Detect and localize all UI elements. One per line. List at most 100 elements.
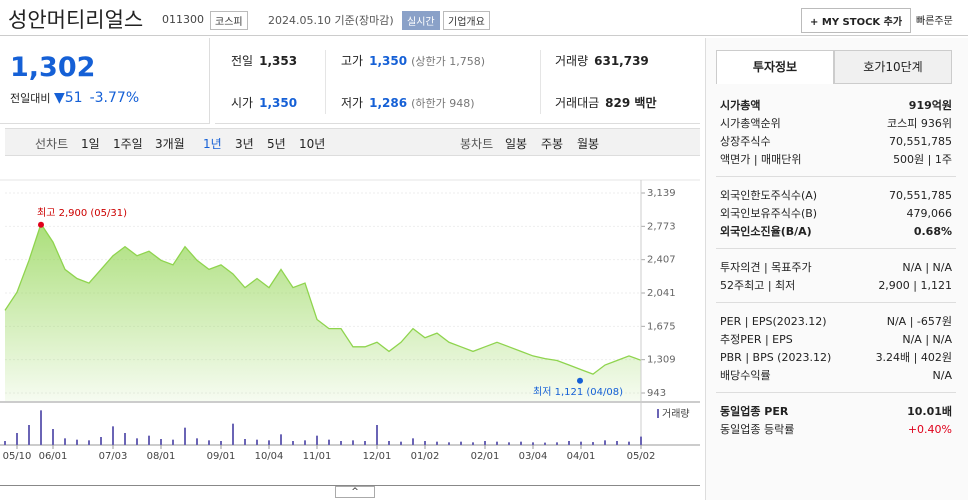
info-value: 10.01배 — [907, 405, 952, 418]
volume-bar — [196, 438, 198, 445]
info-value: 70,551,785 — [889, 134, 952, 148]
candle-button[interactable]: 일봉 — [505, 137, 528, 151]
volume-bar — [412, 438, 414, 445]
header: 성안머티리얼스 011300 코스피 2024.05.10 기준(장마감) 실시… — [0, 0, 968, 36]
info-value: +0.40% — [907, 422, 952, 436]
volume-bar — [172, 439, 174, 445]
tab[interactable]: 호가10단계 — [834, 50, 952, 84]
change: 전일대비 ▼51 -3.77% — [10, 90, 139, 106]
volume-bar — [460, 441, 462, 445]
summary-item: 전일 1,353 — [231, 52, 297, 69]
group-divider — [716, 392, 956, 393]
volume-bar — [556, 442, 558, 445]
x-tick-label: 06/01 — [39, 451, 68, 462]
period-button[interactable]: 1일 — [81, 137, 100, 151]
summary-item: 시가 1,350 — [231, 94, 297, 111]
info-label: 외국인보유주식수(B) — [720, 207, 818, 220]
info-row: 외국인소진율(B/A) 0.68% — [720, 222, 952, 240]
info-group: 시가총액 919억원 시가총액순위 코스피 936위 상장주식수 70,551,785 액면… — [720, 96, 952, 168]
y-tick-label: 2,041 — [647, 288, 676, 299]
volume-bar — [316, 435, 318, 445]
stock-name: 성안머티리얼스 — [8, 8, 144, 32]
max-label: 최고 2,900 (05/31) — [37, 207, 127, 219]
info-label: 추정PER | EPS — [720, 333, 793, 346]
period-button[interactable]: 1년 — [203, 137, 222, 151]
summary-item: 거래대금 829 백만 — [555, 94, 656, 111]
info-value: 479,066 — [906, 206, 953, 220]
volume-bar — [532, 442, 534, 445]
period-button[interactable]: 10년 — [299, 137, 326, 151]
info-value: N/A | N/A — [902, 332, 952, 346]
volume-bar — [184, 427, 186, 445]
candle-button[interactable]: 월봉 — [577, 137, 600, 151]
change-rate: -3.77% — [89, 90, 140, 106]
realtime-tag[interactable]: 실시간 — [402, 11, 440, 30]
quick-order[interactable]: 빠른주문 — [916, 16, 953, 27]
volume-bar — [160, 439, 162, 445]
volume-bar — [328, 439, 330, 445]
x-tick-label: 10/04 — [255, 451, 284, 462]
volume-legend-mark — [657, 409, 659, 418]
chart: 3,139 2,773 2,407 2,041 1,675 1,309 943 최고 2,90… — [0, 179, 700, 486]
volume-bar — [592, 442, 594, 445]
summary-item: 고가 1,350 (상한가 1,758) — [341, 52, 485, 69]
info-group: 동일업종 PER 10.01배 동일업종 등락률 +0.40% — [720, 402, 952, 438]
volume-bar — [568, 441, 570, 445]
volume-bar — [112, 426, 114, 445]
summary-label: 고가 — [341, 54, 364, 68]
volume-bar — [364, 441, 366, 445]
volume-bar — [616, 441, 618, 445]
info-label: 시가총액 — [720, 99, 761, 112]
volume-bar — [268, 440, 270, 445]
market-tag: 코스피 — [210, 11, 248, 30]
volume-bar — [436, 441, 438, 445]
y-tick-label: 1,675 — [647, 321, 676, 332]
volume-bar — [244, 439, 246, 445]
summary-value: 1,350 — [259, 96, 298, 110]
volume-bar — [424, 441, 426, 445]
info-value: N/A — [932, 368, 952, 382]
info-group: PER | EPS(2023.12) N/A | -657원 추정PER | EPS… — [720, 312, 952, 384]
volume-bar — [4, 441, 6, 445]
period-button[interactable]: 3개월 — [155, 137, 185, 151]
volume-bar — [496, 441, 498, 445]
volume-bar — [232, 423, 234, 445]
volume-bar — [148, 435, 150, 445]
summary-label: 저가 — [341, 96, 364, 110]
x-tick-label: 11/01 — [303, 451, 332, 462]
summary-value: 1,350 — [369, 54, 408, 68]
info-value: 919억원 — [908, 99, 952, 112]
volume-bar — [64, 438, 66, 445]
candle-button[interactable]: 주봉 — [541, 137, 564, 151]
summary-value: 829 백만 — [605, 96, 657, 110]
volume-bar — [304, 440, 306, 445]
company-button[interactable]: 기업개요 — [443, 11, 490, 30]
volume-bar — [484, 441, 486, 445]
mystock-button[interactable]: + MY STOCK 추가 — [801, 8, 912, 33]
info-label: 외국인한도주식수(A) — [720, 189, 818, 202]
info-row: 액면가 | 매매단위 500원 | 1주 — [720, 150, 952, 168]
volume-legend: 거래량 — [662, 408, 690, 420]
y-tick-label: 2,773 — [647, 221, 676, 232]
period-button[interactable]: 1주일 — [113, 137, 143, 151]
mystock-text: MY STOCK 추가 — [821, 17, 903, 28]
fold-button[interactable]: ^ — [335, 486, 375, 498]
stock-code: 011300 — [162, 13, 204, 26]
info-row: 추정PER | EPS N/A | N/A — [720, 330, 952, 348]
x-tick-label: 04/01 — [567, 451, 596, 462]
volume-bar — [628, 441, 630, 445]
volume-bar — [16, 433, 18, 445]
info-value: 3.24배 | 402원 — [875, 351, 952, 364]
info-label: 상장주식수 — [720, 135, 771, 148]
period-button[interactable]: 5년 — [267, 137, 286, 151]
info-label: 액면가 | 매매단위 — [720, 153, 802, 166]
volume-bar — [472, 442, 474, 445]
tab[interactable]: 투자정보 — [716, 50, 834, 84]
period-button[interactable]: 3년 — [235, 137, 254, 151]
x-tick-label: 08/01 — [147, 451, 176, 462]
volume-bar — [88, 440, 90, 445]
change-num: 51 — [64, 90, 83, 106]
max-marker — [38, 221, 44, 228]
info-value: 70,551,785 — [889, 188, 952, 202]
